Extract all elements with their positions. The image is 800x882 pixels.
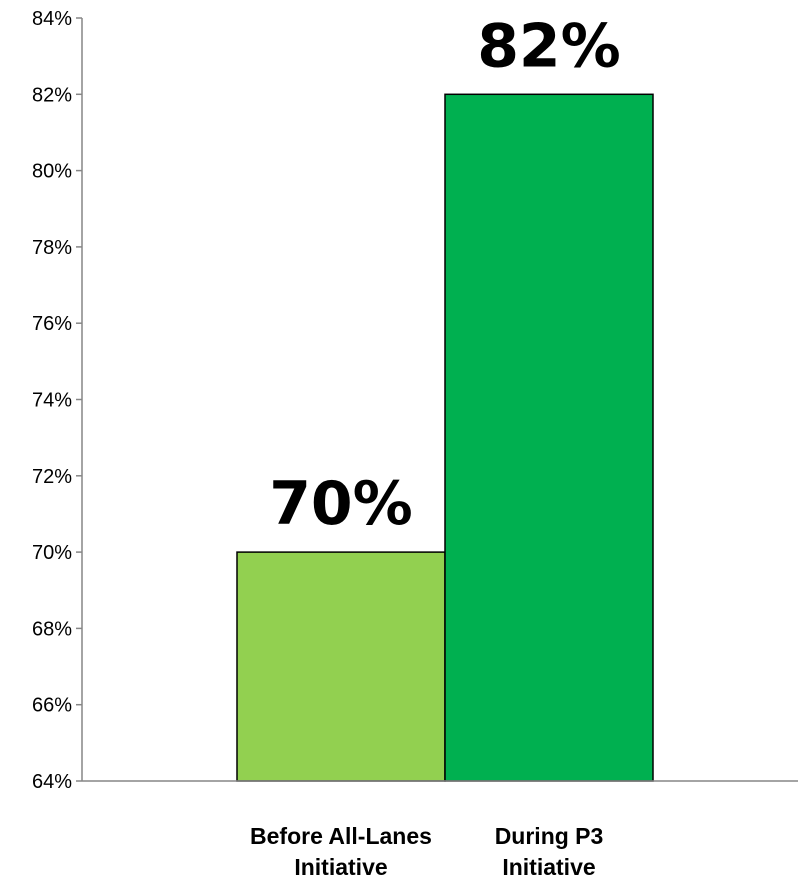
y-tick-label: 78%: [32, 237, 72, 259]
y-tick-label: 74%: [32, 390, 72, 412]
bars: [236, 93, 654, 782]
x-category-label-line: Initiative: [502, 854, 595, 880]
y-axis: 64% 66% 68% 70% 72% 74% 76% 78% 80% 82% 84%: [32, 8, 83, 793]
y-tick-label: 64%: [32, 771, 72, 793]
y-tick-label: 84%: [32, 8, 72, 30]
y-tick-label: 82%: [32, 84, 72, 106]
x-category-label: Before All-Lanes Initiative: [250, 823, 432, 880]
y-tick-label: 76%: [32, 313, 72, 335]
bar-data-label: 82%: [477, 11, 621, 81]
bar: [236, 551, 446, 782]
bar: [444, 93, 654, 782]
bar-data-label: 70%: [269, 469, 413, 539]
x-category-label: During P3 Initiative: [495, 823, 604, 880]
y-tick-label: 68%: [32, 618, 72, 640]
y-tick-label: 80%: [32, 161, 72, 183]
y-tick-label: 66%: [32, 695, 72, 717]
y-tick-label: 72%: [32, 466, 72, 488]
x-category-label-line: Initiative: [294, 854, 387, 880]
y-tick-label: 70%: [32, 542, 72, 564]
x-category-label-line: Before All-Lanes: [250, 823, 432, 849]
x-axis: Before All-Lanes Initiative During P3 Initi…: [82, 780, 798, 880]
x-category-label-line: During P3: [495, 823, 604, 849]
data-labels: 70% 82%: [269, 11, 621, 539]
